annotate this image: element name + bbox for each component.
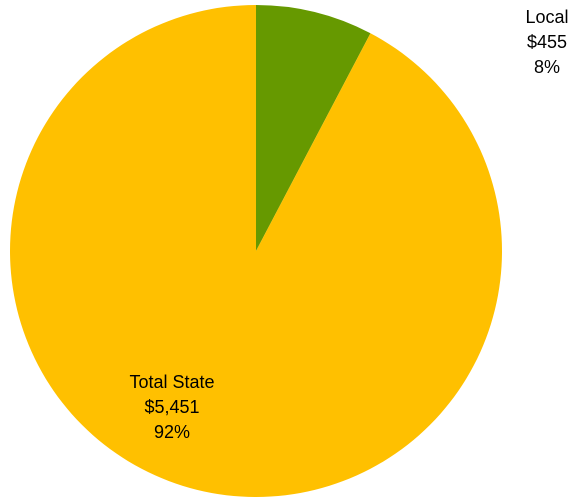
slice-label-text: Total State bbox=[129, 372, 214, 392]
slice-value-text: $5,451 bbox=[144, 397, 199, 417]
slice-percent-text: 8% bbox=[534, 57, 560, 77]
slice-label-text: Local bbox=[525, 7, 568, 27]
slice-value-text: $455 bbox=[527, 32, 567, 52]
slice-percent-text: 92% bbox=[154, 422, 190, 442]
data-label-local: Local $455 8% bbox=[525, 7, 568, 77]
pie-slice-total-state bbox=[10, 5, 503, 497]
pie-labels: Local $455 8% Total State $5,451 92% bbox=[129, 7, 568, 442]
pie-slices bbox=[10, 5, 503, 497]
pie-slice-local bbox=[256, 5, 371, 251]
data-label-total-state: Total State $5,451 92% bbox=[129, 372, 214, 442]
